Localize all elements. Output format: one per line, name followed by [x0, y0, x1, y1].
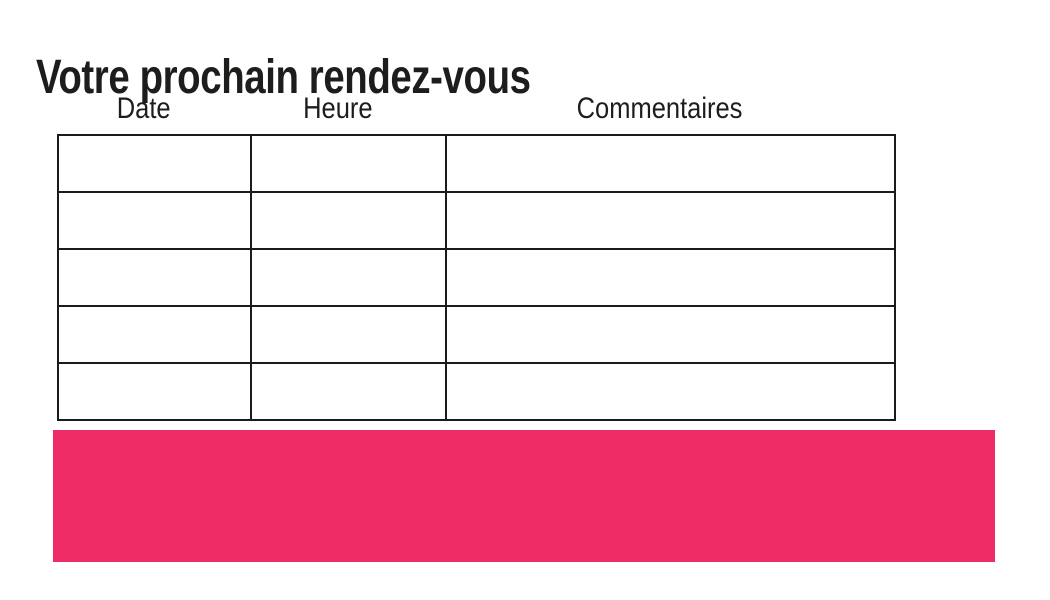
table-cell [445, 305, 896, 364]
table-cell [250, 362, 447, 421]
table-cell [250, 134, 447, 193]
appointments-table [57, 134, 896, 421]
page-title-text: Votre prochain rendez-vous [36, 51, 531, 105]
table-row [57, 191, 896, 250]
table-row [57, 305, 896, 364]
page-title: Votre prochain rendez-vous [36, 54, 654, 102]
table-cell [445, 134, 896, 193]
table-cell [445, 362, 896, 421]
table-cell [57, 305, 252, 364]
table-cell [250, 191, 447, 250]
table-cell [57, 362, 252, 421]
table-row [57, 134, 896, 193]
table-header-row: Date Heure Commentaires [47, 92, 884, 126]
table-cell [445, 248, 896, 307]
column-header-commentaires: Commentaires [576, 92, 743, 125]
column-header-date: Date [116, 92, 171, 125]
column-header-heure: Heure [302, 92, 373, 125]
table-cell [57, 191, 252, 250]
appointments-table-body [57, 134, 896, 421]
table-row [57, 362, 896, 421]
highlight-banner [53, 430, 995, 562]
table-cell [250, 305, 447, 364]
table-cell [250, 248, 447, 307]
table-cell [57, 134, 252, 193]
table-cell [57, 248, 252, 307]
table-cell [445, 191, 896, 250]
table-row [57, 248, 896, 307]
